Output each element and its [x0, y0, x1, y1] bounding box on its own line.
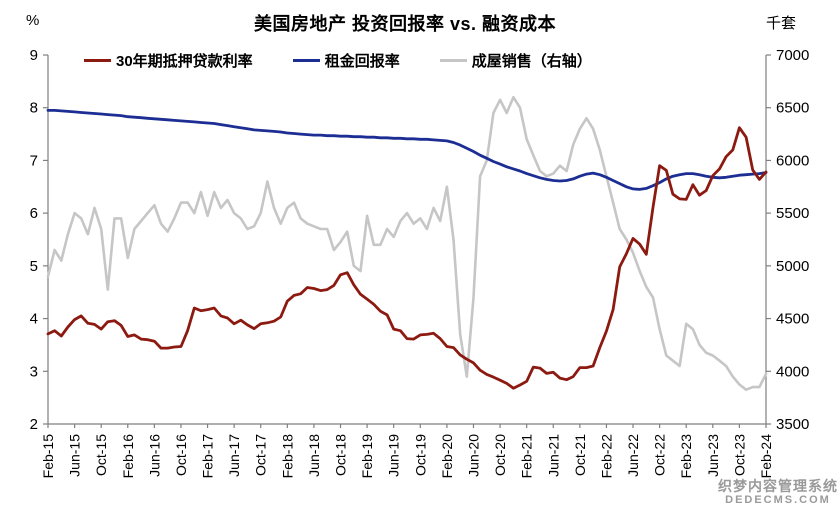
left-tick-label: 4 [30, 311, 38, 328]
x-tick-label: Oct-19 [412, 434, 428, 476]
chart-legend: 30年期抵押贷款利率 租金回报率 成屋销售（右轴） [84, 50, 592, 71]
x-tick-label: Feb-17 [200, 434, 216, 479]
x-tick-label: Oct-21 [572, 434, 588, 476]
legend-label-rent-yield: 租金回报率 [324, 53, 400, 70]
right-tick-label: 6500 [776, 100, 809, 117]
x-tick-label: Jun-16 [146, 434, 162, 477]
left-tick-label: 3 [30, 363, 38, 380]
watermark: 织梦内容管理系统 DEDECMS.COM [718, 478, 838, 507]
right-tick-label: 5500 [776, 205, 809, 222]
x-tick-label: Feb-22 [598, 434, 614, 479]
left-tick-label: 5 [30, 258, 38, 275]
left-tick-label: 9 [30, 47, 38, 64]
x-tick-label: Jun-15 [67, 434, 83, 477]
right-tick-label: 7000 [776, 47, 809, 64]
x-tick-label: Feb-16 [120, 434, 136, 479]
series-line-2 [46, 95, 768, 392]
legend-swatch-rent-yield [292, 59, 320, 62]
x-tick-label: Oct-17 [253, 434, 269, 476]
x-tick-label: Jun-19 [386, 434, 402, 477]
x-tick-label: Feb-19 [359, 434, 375, 479]
chart-title: 美国房地产 投资回报率 vs. 融资成本 [253, 14, 557, 34]
x-tick-label: Feb-20 [439, 434, 455, 479]
x-tick-label: Oct-18 [333, 434, 349, 476]
series-line-1 [46, 109, 768, 191]
left-tick-label: 2 [30, 416, 38, 433]
x-tick-label: Feb-23 [678, 434, 694, 479]
legend-swatch-existing-home-sales [439, 59, 467, 62]
watermark-line2: DEDECMS.COM [725, 494, 831, 507]
x-tick-label: Oct-15 [93, 434, 109, 476]
legend-label-existing-home-sales: 成屋销售（右轴） [471, 53, 592, 70]
left-tick-label: 7 [30, 152, 38, 169]
x-tick-label: Feb-18 [279, 434, 295, 479]
x-tick-label: Jun-22 [625, 434, 641, 477]
left-tick-label: 8 [30, 100, 38, 117]
legend-item-rent-yield: 租金回报率 [292, 50, 400, 71]
x-tick-label: Oct-16 [173, 434, 189, 476]
legend-item-mortgage-rate: 30年期抵押贷款利率 [84, 50, 253, 71]
x-tick-label: Jun-17 [226, 434, 242, 477]
x-tick-label: Jun-20 [465, 434, 481, 477]
x-tick-label: Oct-20 [492, 434, 508, 476]
x-tick-label: Jun-18 [306, 434, 322, 477]
right-tick-label: 4000 [776, 363, 809, 380]
legend-item-existing-home-sales: 成屋销售（右轴） [439, 50, 592, 71]
right-tick-label: 5000 [776, 258, 809, 275]
series-line-0 [46, 126, 768, 390]
left-axis-unit-label: % [26, 12, 40, 29]
legend-swatch-mortgage-rate [84, 59, 111, 62]
right-tick-label: 6000 [776, 152, 809, 169]
x-tick-label: Feb-15 [40, 434, 56, 479]
x-tick-label: Oct-23 [731, 434, 747, 476]
watermark-line1: 织梦内容管理系统 [718, 478, 838, 495]
left-tick-label: 6 [30, 205, 38, 222]
legend-label-mortgage-rate: 30年期抵押贷款利率 [116, 53, 253, 70]
x-tick-label: Feb-24 [758, 434, 774, 479]
x-tick-label: Jun-21 [545, 434, 561, 477]
right-axis-unit-label: 千套 [766, 15, 797, 32]
x-tick-label: Jun-23 [705, 434, 721, 477]
right-tick-label: 4500 [776, 311, 809, 328]
x-tick-label: Feb-21 [519, 434, 535, 479]
right-tick-label: 3500 [776, 416, 809, 433]
x-tick-label: Oct-22 [652, 434, 668, 476]
